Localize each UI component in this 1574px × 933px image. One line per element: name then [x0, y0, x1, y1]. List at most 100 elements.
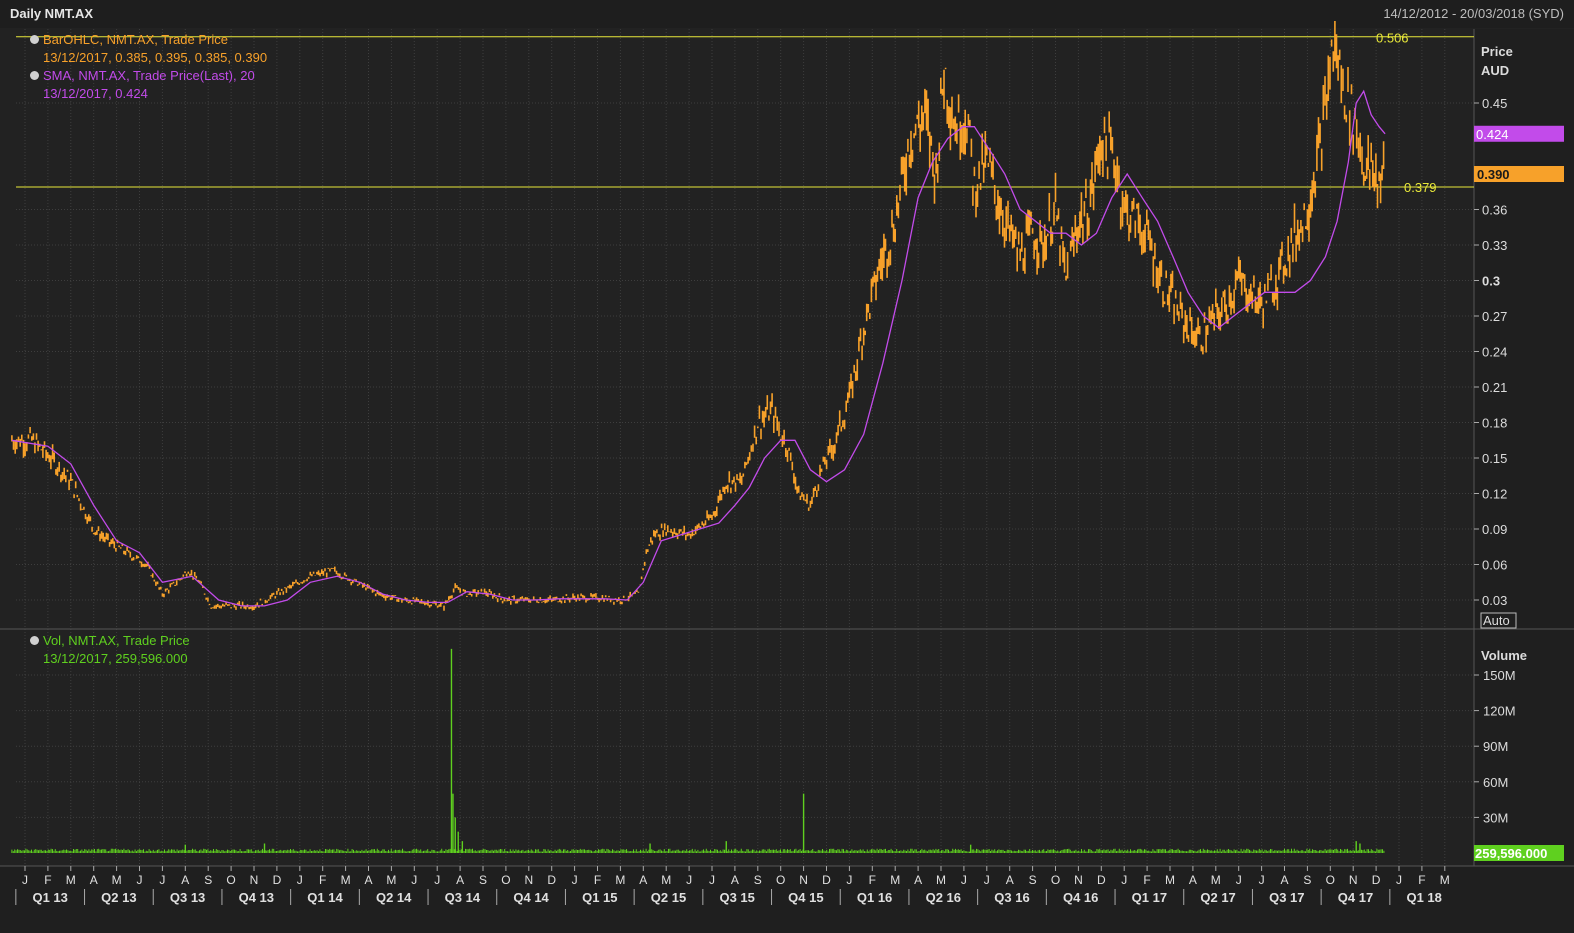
price-value-tag [1474, 166, 1564, 182]
month-label: O [1051, 873, 1060, 887]
month-label: M [1165, 873, 1175, 887]
quarter-label: Q4 14 [513, 890, 549, 905]
legend-toggle-icon[interactable] [30, 636, 39, 645]
y-tick-label: 0.21 [1482, 380, 1507, 395]
month-label: N [1349, 873, 1358, 887]
y-tick-label: 0.33 [1482, 238, 1507, 253]
month-label: S [204, 873, 212, 887]
month-label: A [1189, 873, 1197, 887]
month-label: A [456, 873, 464, 887]
quarter-label: Q4 13 [239, 890, 274, 905]
y-tick-label: 0.24 [1482, 345, 1507, 360]
y-tick-label: 0.18 [1482, 416, 1507, 431]
quarter-label: Q4 17 [1338, 890, 1373, 905]
month-label: O [501, 873, 510, 887]
quarter-label: Q3 17 [1269, 890, 1304, 905]
month-label: S [1303, 873, 1311, 887]
month-label: J [434, 873, 440, 887]
month-label: J [1396, 873, 1402, 887]
sma-series-values: 13/12/2017, 0.424 [43, 86, 148, 101]
price-series-bars [11, 21, 1385, 611]
month-label: M [615, 873, 625, 887]
month-label: A [1006, 873, 1014, 887]
month-label: A [181, 873, 189, 887]
month-label: M [661, 873, 671, 887]
legend-toggle-icon[interactable] [30, 35, 39, 44]
month-label: F [1418, 873, 1425, 887]
month-label: M [341, 873, 351, 887]
price-legend: BarOHLC, NMT.AX, Trade Price 13/12/2017,… [30, 31, 267, 103]
sma-value-tag-label: 0.424 [1476, 127, 1509, 142]
month-label: A [914, 873, 922, 887]
month-label: D [1097, 873, 1106, 887]
y-tick-label: 0.12 [1482, 487, 1507, 502]
month-label: F [44, 873, 51, 887]
price-series-values: 13/12/2017, 0.385, 0.395, 0.385, 0.390 [43, 50, 268, 65]
month-label: S [479, 873, 487, 887]
quarter-label: Q2 13 [101, 890, 136, 905]
quarter-label: Q2 15 [651, 890, 686, 905]
volume-series-label: Vol, NMT.AX, Trade Price [43, 633, 190, 648]
quarter-label: Q1 18 [1406, 890, 1441, 905]
quarter-label: Q2 16 [926, 890, 961, 905]
month-label: M [66, 873, 76, 887]
legend-toggle-icon[interactable] [30, 71, 39, 80]
month-label: O [1326, 873, 1335, 887]
date-range: 14/12/2012 - 20/03/2018 (SYD) [1383, 6, 1564, 21]
price-value-tag-label: 0.390 [1477, 167, 1510, 182]
sma-value-tag [1474, 125, 1564, 142]
y-tick-label: 0.45 [1482, 96, 1507, 111]
month-label: A [364, 873, 372, 887]
quarter-label: Q3 16 [994, 890, 1029, 905]
price-axis-unit: AUD [1481, 63, 1509, 78]
month-label: J [686, 873, 692, 887]
month-label: J [984, 873, 990, 887]
volume-series-values: 13/12/2017, 259,596.000 [43, 651, 188, 666]
sma-series-label: SMA, NMT.AX, Trade Price(Last), 20 [43, 68, 255, 83]
price-panel [0, 29, 1474, 628]
quarter-label: Q1 13 [32, 890, 67, 905]
y-tick-label: 0.15 [1482, 451, 1507, 466]
volume-tick-label: 60M [1483, 775, 1508, 790]
y-tick-label: 0.36 [1482, 203, 1507, 218]
quarter-label: Q4 15 [788, 890, 823, 905]
month-label: M [1440, 873, 1450, 887]
month-label: J [961, 873, 967, 887]
month-label: A [1280, 873, 1288, 887]
quarter-label: Q3 14 [445, 890, 481, 905]
volume-tick-label: 90M [1483, 739, 1508, 754]
month-label: D [1372, 873, 1381, 887]
volume-legend: Vol, NMT.AX, Trade Price 13/12/2017, 259… [30, 632, 190, 668]
volume-tick-label: 120M [1483, 704, 1516, 719]
quarter-label: Q1 16 [857, 890, 892, 905]
y-tick-label: 0.06 [1482, 558, 1507, 573]
month-label: N [799, 873, 808, 887]
month-label: J [411, 873, 417, 887]
volume-tick-label: 150M [1483, 668, 1516, 683]
auto-scale-label: Auto [1483, 613, 1510, 628]
x-axis-panel [0, 866, 1574, 933]
month-label: J [1236, 873, 1242, 887]
month-label: A [639, 873, 647, 887]
quarter-label: Q3 15 [719, 890, 754, 905]
volume-tick-label: 30M [1483, 810, 1508, 825]
quarter-label: Q1 14 [307, 890, 343, 905]
y-tick-label: 0.03 [1482, 593, 1507, 608]
volume-value-tag [1474, 845, 1564, 861]
month-label: S [1029, 873, 1037, 887]
month-label: M [890, 873, 900, 887]
month-label: D [273, 873, 282, 887]
month-label: J [846, 873, 852, 887]
price-series-label: BarOHLC, NMT.AX, Trade Price [43, 32, 228, 47]
volume-panel [0, 630, 1474, 866]
month-label: D [547, 873, 556, 887]
month-label: M [386, 873, 396, 887]
month-label: O [776, 873, 785, 887]
month-label: J [572, 873, 578, 887]
title-bar: Daily NMT.AX 14/12/2012 - 20/03/2018 (SY… [0, 0, 1574, 28]
quarter-label: Q1 17 [1132, 890, 1167, 905]
month-label: F [869, 873, 876, 887]
quarter-label: Q1 15 [582, 890, 617, 905]
